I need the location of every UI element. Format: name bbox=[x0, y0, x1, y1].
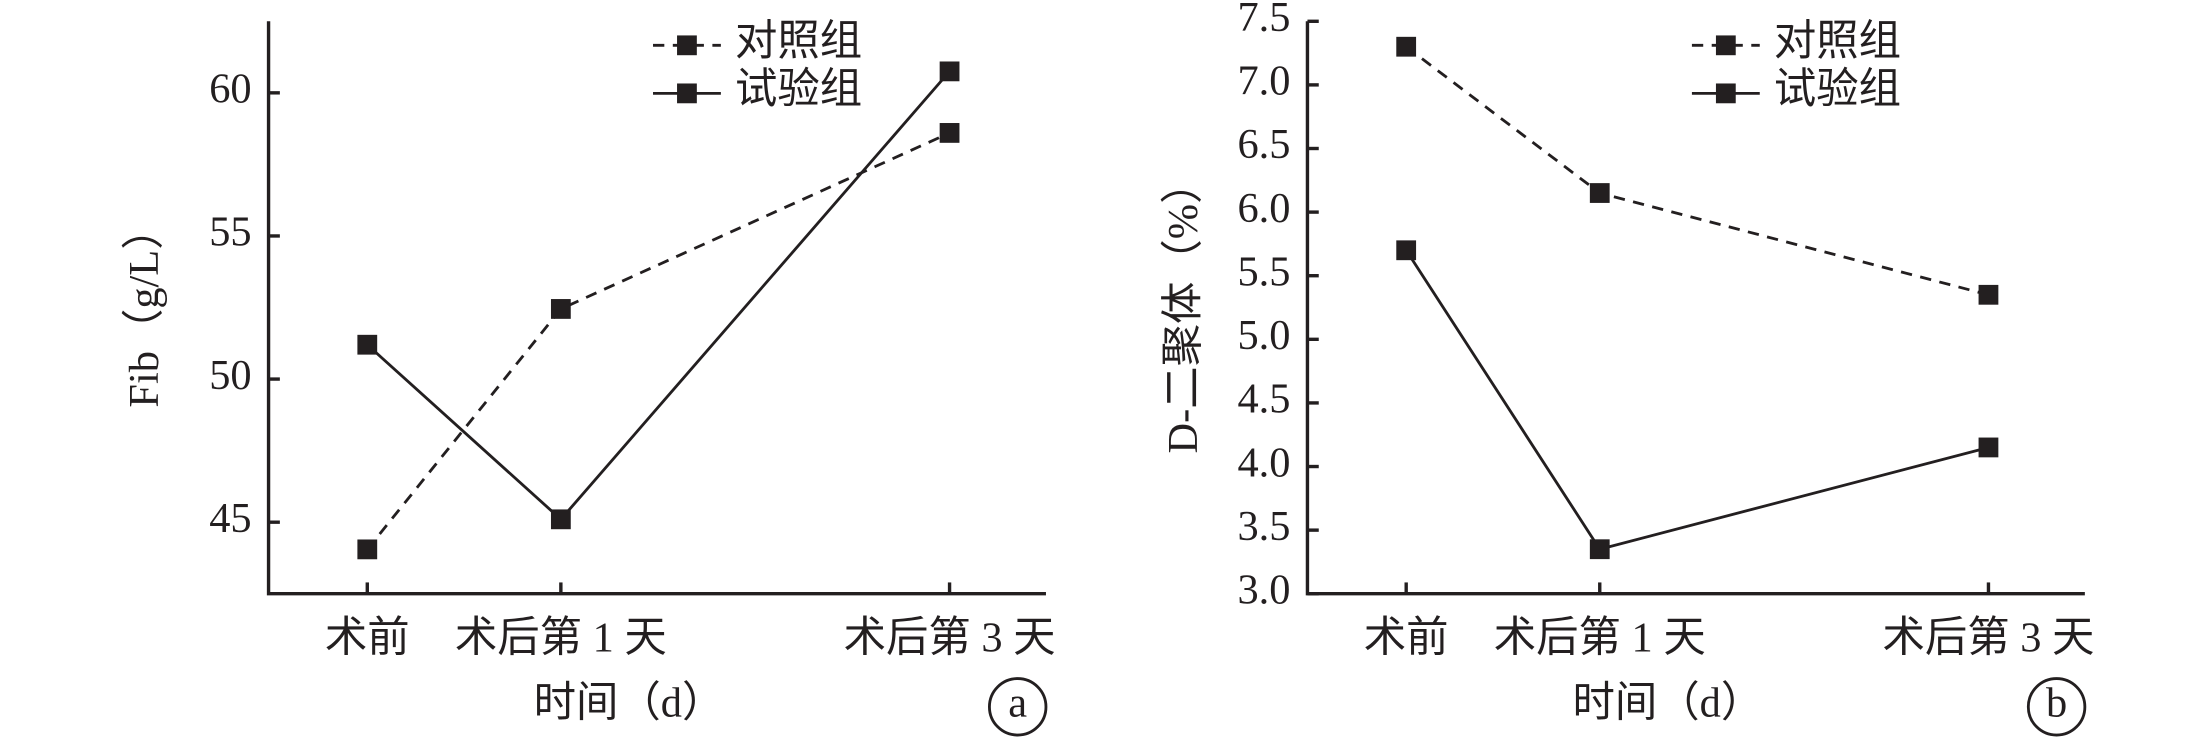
panel-circle bbox=[988, 677, 1048, 737]
series-marker bbox=[1589, 183, 1610, 203]
x-tick-label: 术后第 1 天 bbox=[455, 615, 667, 662]
series-marker bbox=[357, 539, 378, 560]
series-marker bbox=[1396, 36, 1417, 57]
legend-marker bbox=[677, 83, 697, 104]
legend-marker bbox=[1715, 35, 1736, 56]
chart-panel: 45 50 55 60 术前 术后第 1 天 术后第 3 天时间（d） Fib（g/L） a 对照… bbox=[121, 18, 1056, 737]
x-tick-label: 术后第 3 天 bbox=[1882, 615, 2094, 662]
series-marker bbox=[1978, 284, 1999, 305]
series-marker bbox=[939, 123, 960, 143]
y-tick-label: 4.5 bbox=[1237, 376, 1290, 423]
legend-label: 试验组 bbox=[1774, 66, 1901, 113]
series-line bbox=[366, 70, 951, 522]
x-tick-label: 术前 bbox=[325, 615, 410, 662]
panel-label: b bbox=[2046, 680, 2067, 727]
x-axis-label: 时间（d） bbox=[534, 680, 725, 727]
series-marker bbox=[1589, 539, 1610, 560]
axes bbox=[1305, 21, 2085, 596]
series-marker bbox=[1978, 437, 1999, 458]
series-line bbox=[1405, 45, 1989, 297]
legend-label: 试验组 bbox=[735, 66, 862, 113]
axes bbox=[266, 21, 1046, 596]
y-tick-label: 50 bbox=[209, 352, 251, 399]
y-tick-label: 6.5 bbox=[1237, 121, 1290, 168]
y-tick-label: 6.0 bbox=[1237, 185, 1290, 232]
y-tick-label: 60 bbox=[209, 66, 251, 113]
series-line bbox=[1404, 249, 1989, 551]
y-tick-label: 45 bbox=[209, 495, 251, 542]
series-marker bbox=[550, 299, 571, 319]
y-tick-label: 3.0 bbox=[1237, 566, 1290, 613]
y-tick-label: 55 bbox=[209, 209, 251, 256]
chart-panel: 3.0 3.5 4.0 4.5 5.0 5.5 6.0 6.5 7.0 7.5 术前 术后第 1 天 术… bbox=[1160, 0, 2094, 737]
legend-label: 对照组 bbox=[735, 18, 862, 65]
series-marker bbox=[1396, 240, 1417, 261]
series-marker bbox=[550, 509, 571, 530]
y-tick-label: 7.5 bbox=[1237, 0, 1290, 41]
x-tick-label: 术后第 1 天 bbox=[1494, 615, 1706, 662]
x-tick-label: 术前 bbox=[1364, 615, 1449, 662]
y-axis-label: Fib（g/L） bbox=[121, 207, 168, 407]
series-marker bbox=[939, 61, 960, 82]
y-tick-label: 4.0 bbox=[1237, 439, 1290, 486]
x-axis-label: 时间（d） bbox=[1573, 680, 1764, 727]
y-tick-label: 7.0 bbox=[1237, 58, 1290, 105]
x-tick-label: 术后第 3 天 bbox=[844, 615, 1056, 662]
y-tick-label: 5.0 bbox=[1237, 312, 1290, 359]
series-marker bbox=[357, 334, 378, 355]
legend-marker bbox=[1715, 83, 1736, 104]
y-axis-label: D-二聚体（%） bbox=[1160, 162, 1207, 454]
y-tick-label: 5.5 bbox=[1237, 248, 1290, 295]
y-tick-label: 3.5 bbox=[1237, 503, 1290, 550]
legend-marker bbox=[677, 35, 697, 56]
legend-label: 对照组 bbox=[1774, 18, 1901, 65]
panel-label: a bbox=[1008, 680, 1027, 727]
panel-circle bbox=[2026, 677, 2087, 737]
series-line bbox=[366, 131, 951, 551]
